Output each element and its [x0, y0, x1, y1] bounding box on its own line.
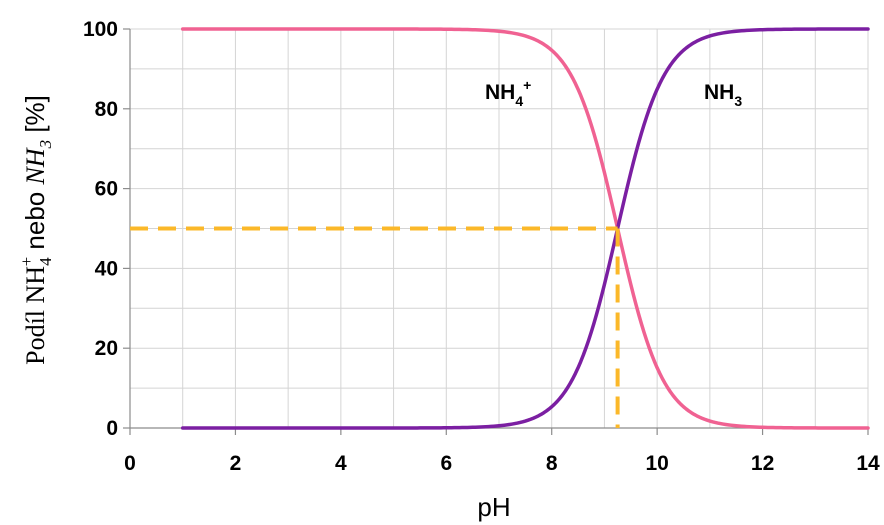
series-label-nh3: NH3	[704, 81, 742, 109]
y-axis-title: Podíl NH4+ nebo NH3 [%]	[17, 95, 55, 365]
x-tick-label: 0	[124, 452, 136, 475]
tick-labels: 0 20 40 60 80 100 0 2 4 6 8 10 12 14	[83, 18, 880, 475]
curves	[180, 27, 870, 430]
y-tick-label: 0	[106, 417, 118, 440]
y-tick-label: 60	[95, 178, 118, 201]
x-tick-label: 12	[751, 452, 774, 475]
x-tick-label: 6	[440, 452, 452, 475]
x-tick-label: 4	[335, 452, 347, 475]
x-tick-label: 14	[856, 452, 880, 475]
series-label-nh4: NH4+	[485, 77, 531, 109]
x-tick-label: 2	[230, 452, 242, 475]
series-line-nh3	[180, 27, 870, 430]
y-tick-label: 40	[95, 257, 118, 280]
x-axis-title: pH	[477, 492, 510, 522]
y-tick-label: 100	[83, 18, 118, 41]
reference-lines	[130, 226, 620, 428]
y-tick-label: 20	[95, 337, 118, 360]
x-tick-label: 8	[546, 452, 558, 475]
series-line-nh4	[180, 27, 870, 430]
grid	[130, 28, 869, 428]
y-tick-label: 80	[95, 98, 118, 121]
x-tick-label: 10	[645, 452, 668, 475]
